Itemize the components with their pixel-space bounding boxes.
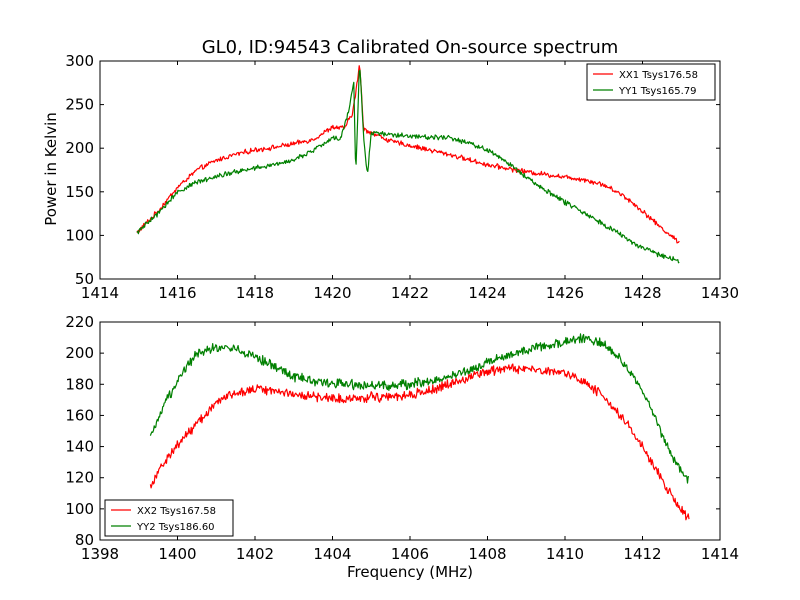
bottom-y-tick-label: 100 <box>65 500 94 518</box>
top-y-tick-label: 200 <box>65 139 94 157</box>
bottom-x-tick-label: 1414 <box>701 545 739 563</box>
bottom-legend: XX2 Tsys167.58 YY2 Tsys186.60 <box>105 500 233 536</box>
top-legend-label: YY1 Tsys165.79 <box>618 86 697 97</box>
bottom-legend-label: XX2 Tsys167.58 <box>137 506 216 517</box>
top-x-tick-label: 1418 <box>236 284 274 302</box>
top-y-tick-label: 100 <box>65 226 94 244</box>
bottom-x-tick-label: 1402 <box>236 545 274 563</box>
top-y-tick-label: 300 <box>65 52 94 70</box>
top-y-axis-label: Power in Kelvin <box>42 112 60 226</box>
bottom-legend-label: YY2 Tsys186.60 <box>136 522 215 533</box>
bottom-y-tick-label: 80 <box>75 531 94 549</box>
bottom-x-tick-label: 1404 <box>313 545 351 563</box>
bottom-y-tick-label: 140 <box>65 438 94 456</box>
top-y-tick-label: 150 <box>65 183 94 201</box>
bottom-y-tick-label: 220 <box>65 313 94 331</box>
bottom-x-tick-label: 1412 <box>623 545 661 563</box>
bottom-x-axis-label: Frequency (MHz) <box>347 563 473 581</box>
top-x-tick-label: 1422 <box>391 284 429 302</box>
top-x-tick-label: 1420 <box>313 284 351 302</box>
chart-title: GL0, ID:94543 Calibrated On-source spect… <box>202 37 619 58</box>
bottom-y-tick-label: 200 <box>65 344 94 362</box>
bottom-y-tick-label: 160 <box>65 406 94 424</box>
top-legend: XX1 Tsys176.58 YY1 Tsys165.79 <box>587 64 715 100</box>
top-legend-label: XX1 Tsys176.58 <box>619 70 698 81</box>
top-x-tick-label: 1428 <box>623 284 661 302</box>
top-x-tick-label: 1416 <box>158 284 196 302</box>
top-y-tick-label: 250 <box>65 96 94 114</box>
bottom-x-tick-label: 1408 <box>468 545 506 563</box>
bottom-x-tick-label: 1406 <box>391 545 429 563</box>
top-x-tick-label: 1430 <box>701 284 739 302</box>
bottom-x-tick-label: 1400 <box>158 545 196 563</box>
bottom-y-tick-label: 120 <box>65 469 94 487</box>
top-x-tick-label: 1426 <box>546 284 584 302</box>
bottom-x-tick-label: 1410 <box>546 545 584 563</box>
top-y-tick-label: 50 <box>75 270 94 288</box>
bottom-y-tick-label: 180 <box>65 375 94 393</box>
top-x-tick-label: 1424 <box>468 284 506 302</box>
